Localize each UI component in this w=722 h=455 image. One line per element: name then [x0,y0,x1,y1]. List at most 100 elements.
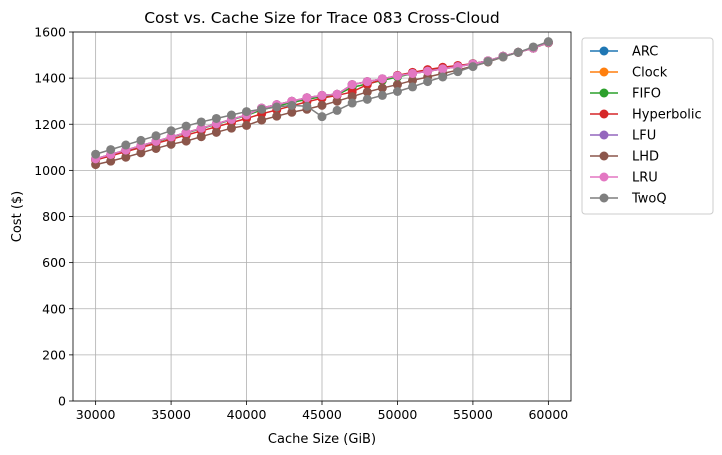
data-point [347,98,357,108]
legend-label: TwoQ [631,192,667,207]
data-point [226,110,236,120]
data-point [408,75,418,85]
data-point [332,105,342,115]
data-point [136,135,146,145]
y-tick-label: 600 [42,255,66,270]
x-tick-label: 35000 [151,407,191,422]
data-point [453,67,463,77]
x-tick-label: 30000 [76,407,116,422]
data-point [377,74,387,84]
legend-marker [599,172,609,182]
data-point [438,72,448,82]
data-point [302,101,312,111]
legend-label: Clock [632,66,668,81]
legend-item: LHD [590,150,659,165]
legend-item: Clock [590,66,668,81]
data-point [166,126,176,136]
y-axis-ticks: 0 200 400 600 800 1000 1200 1400 1600 [34,25,73,409]
data-point [257,104,267,114]
data-point [242,107,252,117]
data-point [423,77,433,87]
data-point [106,156,116,166]
y-tick-label: 1400 [34,71,66,86]
data-point [151,131,161,141]
data-point [347,80,357,90]
data-point [438,64,448,74]
data-point [468,62,478,72]
data-point [136,148,146,158]
legend-marker [599,46,609,56]
data-point [498,52,508,62]
data-point [196,123,206,133]
legend-label: LFU [632,129,656,144]
data-point [106,145,116,155]
y-axis-label: Cost ($) [10,191,25,242]
data-point [317,112,327,122]
data-point [377,83,387,93]
legend-item: TwoQ [590,192,667,207]
data-point [257,115,267,125]
legend-marker [599,67,609,77]
data-point [392,71,402,81]
data-point [408,82,418,92]
data-point [181,136,191,146]
data-point [483,57,493,67]
x-tick-label: 45000 [302,407,342,422]
y-tick-label: 1600 [34,25,66,40]
series-twoq [91,37,553,159]
y-tick-label: 800 [42,209,66,224]
data-point [196,132,206,142]
legend-label: LHD [632,150,659,165]
data-point [211,127,221,137]
legend-marker [599,109,609,119]
data-point [166,132,176,142]
y-tick-label: 200 [42,347,66,362]
legend-box [581,37,714,215]
data-point [362,87,372,97]
data-point [287,100,297,110]
data-point [151,143,161,153]
data-point [317,100,327,110]
data-point [181,121,191,131]
legend-label: LRU [632,171,658,186]
data-point [121,152,131,162]
x-tick-label: 60000 [528,407,568,422]
data-point [543,37,553,47]
data-point [392,87,402,97]
data-point [423,66,433,76]
data-point [408,69,418,79]
data-point [196,117,206,127]
legend-label: ARC [632,45,658,60]
y-tick-label: 0 [58,394,66,409]
data-point [392,80,402,90]
x-tick-label: 40000 [227,407,267,422]
legend-item: Hyperbolic [590,108,702,123]
data-point [272,102,282,112]
legend-label: Hyperbolic [632,108,702,123]
x-tick-label: 50000 [378,407,418,422]
data-point [211,113,221,123]
data-point [242,120,252,130]
data-point [317,90,327,100]
data-point [302,93,312,103]
data-point [272,111,282,121]
x-axis-label: Cache Size (GiB) [268,432,376,447]
data-point [528,42,538,52]
legend-marker [599,88,609,98]
y-tick-label: 1200 [34,117,66,132]
data-point [226,123,236,133]
chart-title: Cost vs. Cache Size for Trace 083 Cross-… [144,9,500,27]
legend-item: FIFO [590,87,661,102]
legend-item: ARC [590,45,658,60]
data-point [513,47,523,57]
data-point [377,90,387,100]
data-point [91,149,101,159]
legend-marker [599,151,609,161]
legend-item: LRU [590,171,658,186]
y-tick-label: 400 [42,301,66,316]
y-tick-label: 1000 [34,163,66,178]
x-tick-label: 55000 [453,407,493,422]
data-point [181,128,191,138]
series-layer [91,37,553,170]
